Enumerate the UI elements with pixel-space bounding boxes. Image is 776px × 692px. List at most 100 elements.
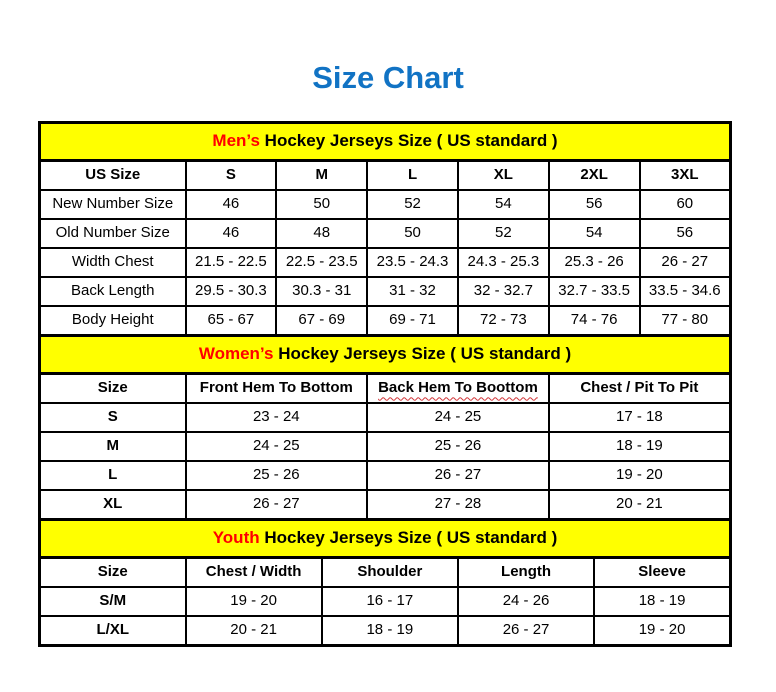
womens-table-cell: 24 - 25 bbox=[184, 430, 369, 462]
mens-table-cell: 22.5 - 23.5 bbox=[275, 246, 369, 278]
mens-column-header: 3XL bbox=[638, 159, 732, 191]
mens-table-cell: 24.3 - 25.3 bbox=[456, 246, 550, 278]
youth-table-cell: 24 - 26 bbox=[456, 585, 596, 617]
mens-table-cell: 23.5 - 24.3 bbox=[366, 246, 459, 278]
womens-row-label: XL bbox=[38, 488, 187, 521]
womens-table-row: XL 26 - 27 27 - 28 20 - 21 bbox=[38, 488, 732, 521]
mens-table-row: New Number Size 46 50 52 54 56 60 bbox=[38, 188, 732, 220]
mens-table-cell: 26 - 27 bbox=[638, 246, 732, 278]
mens-table-cell: 46 bbox=[184, 217, 278, 249]
mens-table-row: Width Chest 21.5 - 22.5 22.5 - 23.5 23.5 - … bbox=[38, 246, 732, 278]
youth-header-row: Size Chest / Width Shoulder Length Sleeve bbox=[38, 556, 732, 588]
mens-table-cell: 32.7 - 33.5 bbox=[547, 275, 641, 307]
mens-row-label: Body Height bbox=[38, 304, 187, 337]
youth-column-header: Size bbox=[38, 556, 187, 588]
womens-table-cell: 25 - 26 bbox=[184, 459, 369, 491]
size-chart: Men’s Hockey Jerseys Size ( US standard … bbox=[38, 120, 732, 647]
youth-table-row: S/M 19 - 20 16 - 17 24 - 26 18 - 19 bbox=[38, 585, 732, 617]
mens-table-cell: 54 bbox=[547, 217, 641, 249]
mens-row-label: Back Length bbox=[38, 275, 187, 307]
womens-row-label: M bbox=[38, 430, 187, 462]
womens-table-cell: 24 - 25 bbox=[366, 401, 550, 433]
womens-table-cell: 20 - 21 bbox=[547, 488, 732, 521]
youth-table-row: L/XL 20 - 21 18 - 19 26 - 27 19 - 20 bbox=[38, 614, 732, 647]
mens-table-row: Body Height 65 - 67 67 - 69 69 - 71 72 - 73 7… bbox=[38, 304, 732, 337]
mens-table-row: Old Number Size 46 48 50 52 54 56 bbox=[38, 217, 732, 249]
youth-table-cell: 20 - 21 bbox=[184, 614, 323, 647]
mens-table-cell: 77 - 80 bbox=[638, 304, 732, 337]
womens-header-row: Size Front Hem To Bottom Back Hem To Boott… bbox=[38, 372, 732, 404]
mens-banner-highlight: Men’s bbox=[212, 131, 260, 151]
mens-table-cell: 54 bbox=[456, 188, 550, 220]
mens-row-label: New Number Size bbox=[38, 188, 187, 220]
womens-table-cell: 23 - 24 bbox=[184, 401, 369, 433]
youth-table-cell: 19 - 20 bbox=[184, 585, 323, 617]
mens-table-cell: 21.5 - 22.5 bbox=[184, 246, 278, 278]
mens-table-cell: 33.5 - 34.6 bbox=[638, 275, 732, 307]
mens-column-header: US Size bbox=[38, 159, 187, 191]
womens-table-cell: 19 - 20 bbox=[547, 459, 732, 491]
womens-table-cell: 27 - 28 bbox=[366, 488, 550, 521]
youth-banner-row: Youth Hockey Jerseys Size ( US standard … bbox=[38, 517, 732, 559]
womens-table-row: S 23 - 24 24 - 25 17 - 18 bbox=[38, 401, 732, 433]
womens-banner-row: Women’s Hockey Jerseys Size ( US standar… bbox=[38, 333, 732, 375]
womens-column-header: Front Hem To Bottom bbox=[184, 372, 369, 404]
youth-table-cell: 16 - 17 bbox=[320, 585, 459, 617]
mens-banner-row: Men’s Hockey Jerseys Size ( US standard … bbox=[38, 120, 732, 162]
mens-table-cell: 25.3 - 26 bbox=[547, 246, 641, 278]
youth-row-label: L/XL bbox=[38, 614, 187, 647]
womens-table-cell: 17 - 18 bbox=[547, 401, 732, 433]
womens-table-cell: 25 - 26 bbox=[366, 430, 550, 462]
youth-column-header: Length bbox=[456, 556, 596, 588]
mens-table-cell: 74 - 76 bbox=[547, 304, 641, 337]
youth-column-header: Sleeve bbox=[593, 556, 732, 588]
mens-table-row: Back Length 29.5 - 30.3 30.3 - 31 31 - 32 32… bbox=[38, 275, 732, 307]
mens-table-cell: 65 - 67 bbox=[184, 304, 278, 337]
womens-table-cell: 26 - 27 bbox=[184, 488, 369, 521]
mens-column-header: M bbox=[275, 159, 369, 191]
mens-table-cell: 52 bbox=[366, 188, 459, 220]
mens-column-header: XL bbox=[456, 159, 550, 191]
mens-table-cell: 31 - 32 bbox=[366, 275, 459, 307]
womens-banner: Women’s Hockey Jerseys Size ( US standar… bbox=[38, 333, 732, 375]
youth-row-label: S/M bbox=[38, 585, 187, 617]
mens-table-cell: 67 - 69 bbox=[275, 304, 369, 337]
youth-banner-highlight: Youth bbox=[212, 528, 260, 548]
youth-table-cell: 18 - 19 bbox=[320, 614, 459, 647]
mens-column-header: L bbox=[366, 159, 459, 191]
womens-column-header: Size bbox=[38, 372, 187, 404]
mens-table-cell: 46 bbox=[184, 188, 278, 220]
page-title: Size Chart bbox=[312, 60, 464, 95]
youth-table-cell: 26 - 27 bbox=[456, 614, 596, 647]
womens-table-row: M 24 - 25 25 - 26 18 - 19 bbox=[38, 430, 732, 462]
youth-table-cell: 19 - 20 bbox=[593, 614, 732, 647]
mens-table-cell: 32 - 32.7 bbox=[456, 275, 550, 307]
mens-table-cell: 69 - 71 bbox=[366, 304, 459, 337]
youth-column-header: Chest / Width bbox=[184, 556, 323, 588]
mens-table-cell: 50 bbox=[366, 217, 459, 249]
mens-table-cell: 50 bbox=[275, 188, 369, 220]
womens-table-row: L 25 - 26 26 - 27 19 - 20 bbox=[38, 459, 732, 491]
mens-column-header: 2XL bbox=[547, 159, 641, 191]
size-table: Men’s Hockey Jerseys Size ( US standard … bbox=[38, 120, 732, 647]
mens-table-cell: 56 bbox=[638, 217, 732, 249]
misspelled-text: Back Hem To Boottom bbox=[378, 379, 538, 397]
mens-column-header: S bbox=[184, 159, 278, 191]
mens-table-cell: 48 bbox=[275, 217, 369, 249]
womens-table-cell: 18 - 19 bbox=[547, 430, 732, 462]
mens-table-cell: 60 bbox=[638, 188, 732, 220]
womens-column-header: Chest / Pit To Pit bbox=[547, 372, 732, 404]
mens-table-cell: 72 - 73 bbox=[456, 304, 550, 337]
womens-row-label: L bbox=[38, 459, 187, 491]
youth-banner: Youth Hockey Jerseys Size ( US standard … bbox=[38, 517, 732, 559]
womens-table-cell: 26 - 27 bbox=[366, 459, 550, 491]
mens-banner: Men’s Hockey Jerseys Size ( US standard … bbox=[38, 120, 732, 162]
youth-table-cell: 18 - 19 bbox=[593, 585, 732, 617]
womens-row-label: S bbox=[38, 401, 187, 433]
mens-table-cell: 52 bbox=[456, 217, 550, 249]
mens-header-row: US Size S M L XL 2XL 3XL bbox=[38, 159, 732, 191]
mens-table-cell: 29.5 - 30.3 bbox=[184, 275, 278, 307]
mens-table-cell: 30.3 - 31 bbox=[275, 275, 369, 307]
youth-column-header: Shoulder bbox=[320, 556, 459, 588]
mens-row-label: Old Number Size bbox=[38, 217, 187, 249]
